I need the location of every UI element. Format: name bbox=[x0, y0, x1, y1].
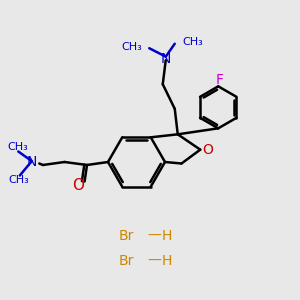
Text: H: H bbox=[161, 254, 172, 268]
Text: O: O bbox=[202, 143, 213, 157]
Text: CH₃: CH₃ bbox=[7, 142, 28, 152]
Text: CH₃: CH₃ bbox=[9, 175, 30, 185]
Text: N: N bbox=[160, 52, 171, 66]
Text: —: — bbox=[148, 229, 161, 242]
Text: N: N bbox=[27, 155, 37, 169]
Text: O: O bbox=[72, 178, 84, 194]
Text: F: F bbox=[216, 73, 224, 87]
Text: —: — bbox=[148, 254, 161, 268]
Text: H: H bbox=[161, 229, 172, 242]
Text: Br: Br bbox=[118, 229, 134, 242]
Text: CH₃: CH₃ bbox=[121, 42, 142, 52]
Text: CH₃: CH₃ bbox=[182, 37, 203, 47]
Text: Br: Br bbox=[118, 254, 134, 268]
